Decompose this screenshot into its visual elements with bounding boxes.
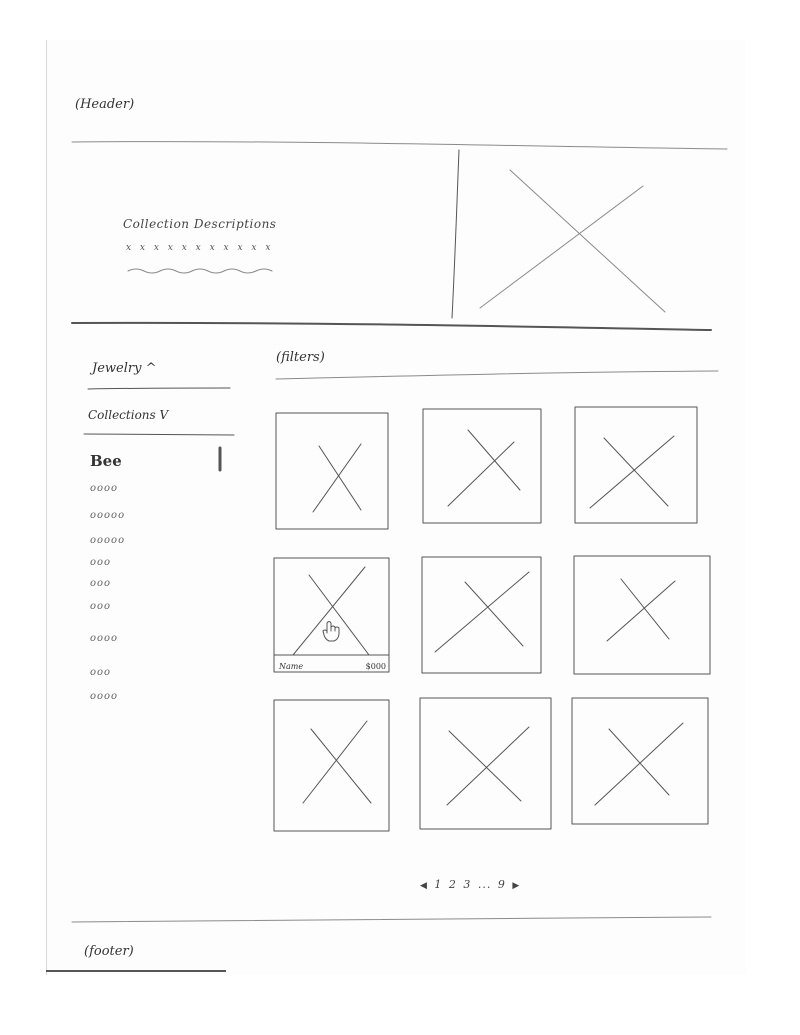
filters-divider [275,370,719,380]
image-placeholder-icon [312,443,362,513]
right-triangle-icon[interactable]: ▶ [512,881,521,891]
header-divider [71,141,728,150]
image-placeholder-icon [292,566,370,656]
page-link[interactable]: 3 [463,878,472,891]
image-placeholder-icon [434,571,530,653]
image-placeholder-icon [606,578,676,642]
pagination: ◀ 1 2 3 ... 9 ▶ [420,878,522,891]
sidebar-item[interactable]: oooo [90,483,119,494]
product-card[interactable] [422,408,542,524]
page-link[interactable]: 9 [497,878,506,891]
sidebar-item[interactable]: ooooo [90,535,126,546]
paper-edge [46,40,47,975]
sidebar-divider [87,387,231,390]
image-placeholder-icon [446,726,530,806]
sidebar-item[interactable]: ooo [90,578,112,589]
sidebar-divider [83,433,235,436]
product-card-hover[interactable]: Name $000 [273,557,390,673]
sidebar-jewelry-toggle[interactable]: Jewelry ^ [92,361,157,376]
sidebar-item-bee[interactable]: Bee [90,452,122,470]
product-card[interactable] [574,406,698,524]
sidebar-item[interactable]: oooo [90,633,119,644]
hero-text-squiggle [127,268,273,274]
product-price: $000 [365,662,386,671]
image-placeholder-icon [447,429,521,507]
product-card[interactable] [421,556,542,674]
filters-bar[interactable]: (filters) [276,350,325,365]
header-label: (Header) [75,97,135,112]
sidebar-item[interactable]: ooo [90,557,112,568]
image-placeholder-icon [302,720,372,804]
product-card[interactable] [419,697,552,830]
sidebar-item[interactable]: ooo [90,601,112,612]
product-card[interactable] [273,699,390,832]
sidebar-item[interactable]: ooo [90,667,112,678]
sidebar-item[interactable]: ooooo [90,510,126,521]
hero-divider [451,149,460,319]
sidebar-collections-toggle[interactable]: Collections V [88,408,169,422]
product-name: Name [279,662,304,671]
sidebar-item[interactable]: oooo [90,691,119,702]
left-triangle-icon[interactable]: ◀ [420,881,428,891]
collection-description-title: Collection Descriptions [123,217,277,231]
footer-label: (footer) [84,944,134,959]
image-placeholder-icon [594,722,684,806]
product-card[interactable] [275,412,389,530]
paper-edge [46,970,226,972]
hand-pointer-icon [322,621,340,642]
page-link[interactable]: 1 [434,878,443,891]
page-link[interactable]: 2 [448,878,457,891]
footer-divider [71,916,712,923]
collection-description-text: x x x x x x x x x x x [126,243,274,253]
product-card[interactable] [573,555,711,675]
product-card[interactable] [571,697,709,825]
pagination-ellipsis: ... [477,878,492,891]
hero-bottom-line [71,321,712,331]
image-placeholder-icon [589,435,675,509]
